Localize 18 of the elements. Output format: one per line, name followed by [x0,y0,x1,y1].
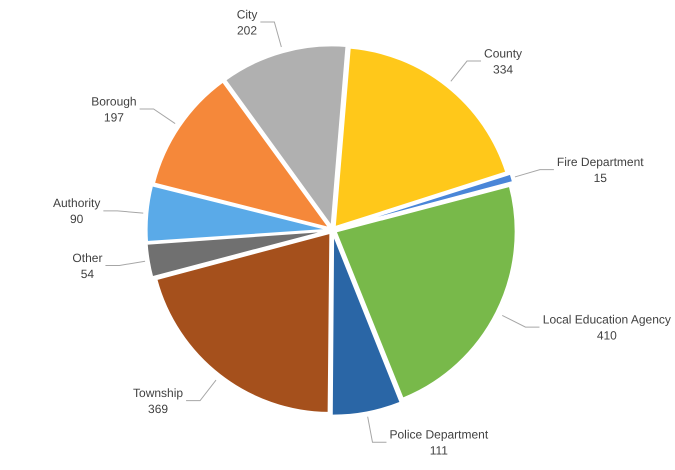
slice-label: County [484,46,522,60]
slice-label: Other [72,250,102,265]
data-label: 197 [104,110,124,124]
data-label: 90 [70,212,84,226]
slice-label: Fire Department [556,154,644,169]
data-label: 369 [148,402,168,416]
data-label: 54 [80,266,94,281]
slice-label: Authority [52,196,100,210]
slice-label: Township [133,386,184,400]
data-label: 111 [430,444,448,458]
data-label: 202 [237,23,258,38]
data-label: 15 [594,170,608,185]
slice-label: Local Education Agency [542,312,671,326]
slice-label: Police Department [389,428,489,442]
slice-label: Borough [91,94,137,108]
slice-label: City [236,7,258,22]
data-label: 410 [596,328,618,342]
data-label: 334 [493,62,514,76]
